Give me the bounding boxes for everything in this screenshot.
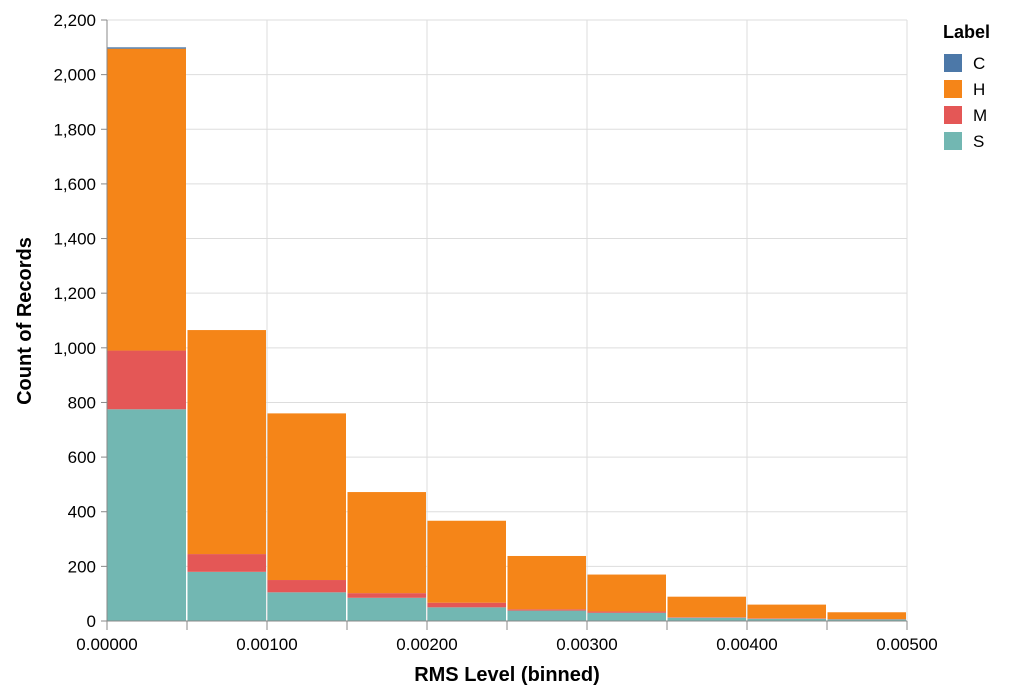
bar-segment-h (587, 574, 666, 612)
bar-segment-s (107, 409, 186, 621)
bar-segment-m (187, 554, 266, 572)
bar-segment-m (667, 617, 746, 618)
bar-segment-h (107, 48, 186, 351)
bar-segment-s (427, 607, 506, 621)
legend-label-s: S (973, 132, 984, 151)
bar-segment-h (347, 492, 426, 594)
y-tick-label: 600 (68, 448, 96, 467)
y-tick-label: 1,600 (53, 175, 96, 194)
legend-swatch-s (944, 132, 962, 150)
bar-segment-m (587, 611, 666, 613)
bar-segment-s (667, 617, 746, 621)
legend-label-c: C (973, 54, 985, 73)
y-tick-label: 1,400 (53, 230, 96, 249)
bar-segment-s (347, 597, 426, 621)
legend-label-h: H (973, 80, 985, 99)
bar-segment-m (107, 350, 186, 410)
y-tick-label: 0 (87, 612, 96, 631)
x-tick-label: 0.00100 (236, 635, 297, 654)
bar-segment-m (507, 609, 586, 611)
legend-swatch-m (944, 106, 962, 124)
bar-segment-m (427, 602, 506, 608)
x-tick-label: 0.00300 (556, 635, 617, 654)
bar-segment-m (347, 593, 426, 598)
y-tick-label: 1,000 (53, 339, 96, 358)
y-tick-label: 800 (68, 393, 96, 412)
bar-segment-s (267, 592, 346, 621)
bar-segment-s (587, 612, 666, 621)
legend-title: Label (943, 22, 990, 42)
bar-segment-m (267, 580, 346, 593)
y-axis-title: Count of Records (14, 237, 36, 405)
bar-segment-s (187, 571, 266, 621)
axes: 0 200 400 600 800 1,000 1,200 1,400 1,600 1,800 2,… (53, 11, 937, 654)
bar-segment-m (747, 618, 826, 619)
x-tick-label: 0.00000 (76, 635, 137, 654)
y-tick-label: 1,200 (53, 284, 96, 303)
bar-segment-h (507, 555, 586, 610)
bar-segment-h (667, 596, 746, 618)
bar-segment-h (187, 330, 266, 555)
bar-segment-h (747, 604, 826, 619)
bar-segment-s (747, 618, 826, 621)
bar-segment-s (507, 610, 586, 621)
legend-swatch-h (944, 80, 962, 98)
x-tick-label: 0.00400 (716, 635, 777, 654)
bar-segment-c (107, 47, 186, 49)
y-tick-label: 1,800 (53, 120, 96, 139)
bars (107, 47, 906, 621)
bar-segment-h (827, 612, 906, 620)
y-tick-label: 2,200 (53, 11, 96, 30)
bar-segment-s (827, 619, 906, 621)
y-tick-label: 400 (68, 503, 96, 522)
y-tick-label: 200 (68, 557, 96, 576)
x-tick-label: 0.00200 (396, 635, 457, 654)
x-tick-label: 0.00500 (876, 635, 937, 654)
bar-segment-h (267, 413, 346, 581)
legend-swatch-c (944, 54, 962, 72)
x-axis-title: RMS Level (binned) (414, 664, 600, 686)
bar-segment-h (427, 520, 506, 603)
legend-label-m: M (973, 106, 987, 125)
y-tick-label: 2,000 (53, 66, 96, 85)
